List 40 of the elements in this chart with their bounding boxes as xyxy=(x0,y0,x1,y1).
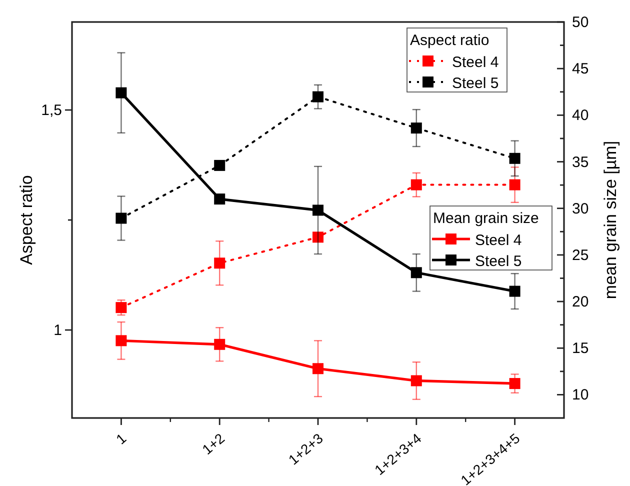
point xyxy=(312,363,324,374)
legend-label: Steel 5 xyxy=(452,75,499,92)
point xyxy=(116,335,127,346)
y2-tick-label: 45 xyxy=(572,60,589,78)
y-axis-title: Aspect ratio xyxy=(17,175,36,265)
point xyxy=(116,302,127,314)
y2-tick-label: 30 xyxy=(572,200,589,218)
point xyxy=(410,179,422,190)
x-tick-label: 1 xyxy=(112,430,130,448)
point xyxy=(214,338,226,350)
y2-tick-label: 15 xyxy=(572,340,589,358)
annotation: Mean grain size xyxy=(433,210,539,227)
y2-tick-label: 35 xyxy=(572,154,589,171)
point xyxy=(214,160,226,171)
point xyxy=(509,179,520,190)
point xyxy=(214,258,226,269)
point xyxy=(410,267,422,278)
point xyxy=(214,194,226,205)
legend-label: Steel 5 xyxy=(475,253,522,270)
point xyxy=(509,378,520,390)
point xyxy=(410,122,422,134)
point xyxy=(312,91,324,102)
legend-title: Aspect ratio xyxy=(410,32,490,49)
point xyxy=(410,375,422,386)
y-tick-label: 1,5 xyxy=(41,102,62,119)
y2-tick-label: 25 xyxy=(572,246,589,264)
point xyxy=(509,286,520,297)
point xyxy=(116,87,127,98)
y2-tick-label: 40 xyxy=(572,107,589,124)
legend-label: Steel 4 xyxy=(475,232,522,249)
y2-axis-title: mean grain size [µm] xyxy=(601,140,620,300)
point xyxy=(312,204,324,216)
legend-label: Steel 4 xyxy=(452,54,499,71)
y2-tick-label: 10 xyxy=(572,386,589,404)
x-tick-label: 1+2 xyxy=(199,430,228,458)
point xyxy=(509,152,520,164)
y2-tick-label: 20 xyxy=(572,294,589,311)
point xyxy=(312,232,324,243)
y2-tick-label: 50 xyxy=(572,14,589,31)
point xyxy=(116,212,127,224)
